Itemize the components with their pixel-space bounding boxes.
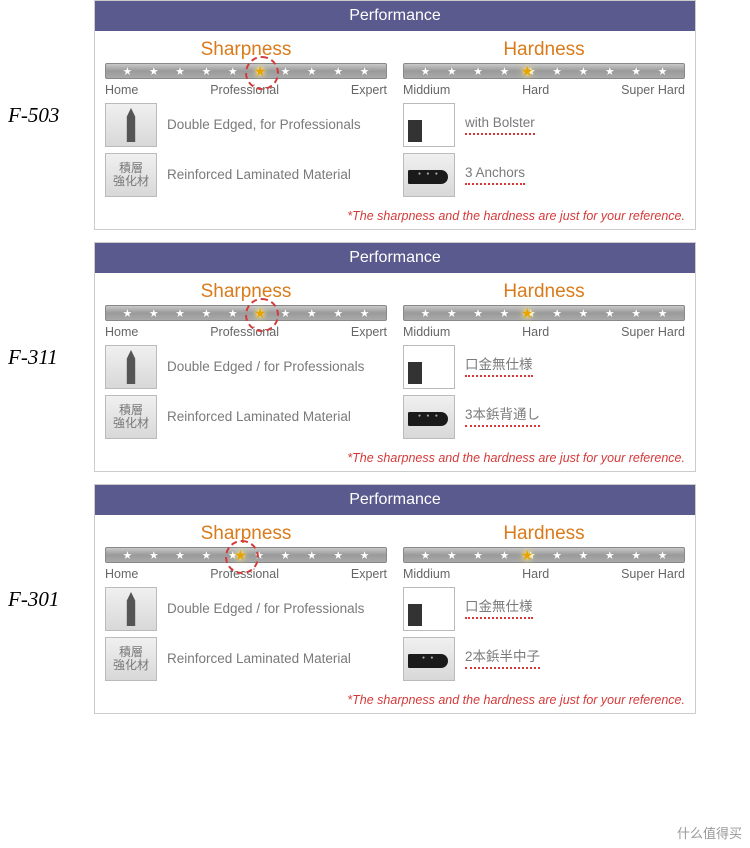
scale-labels: Middium Hard Super Hard (403, 567, 685, 581)
performance-card: Performance Sharpness ★★★★★★★★★★ ★ HomeP… (94, 484, 696, 714)
hardness-column: Hardness ★★★★★★★★★★ ★ Middium Hard Super H… (403, 281, 685, 445)
performance-card: Performance Sharpness ★★★★★★★★★★ ★ HomeP… (94, 242, 696, 472)
thumb-text: 積層強化材 (105, 395, 157, 439)
rating-bar: ★★★★★★★★★★ ★ (403, 547, 685, 563)
rating-marker: ★ (247, 300, 273, 326)
rating-bar: ★★★★★★★★★★ ★ (105, 547, 387, 563)
scale-label: Middium (403, 83, 450, 97)
footnote: *The sharpness and the hardness are just… (95, 691, 695, 713)
info-row: 2本鋲半中子 (403, 637, 685, 681)
sharpness-column: Sharpness ★★★★★★★★★★ ★ HomeProfessionalE… (105, 281, 387, 445)
info-desc: 口金無仕様 (465, 357, 533, 377)
scale-label: Expert (351, 83, 387, 97)
scale-label: Hard (522, 325, 549, 339)
info-desc: Reinforced Laminated Material (167, 167, 351, 184)
product-row: F-301 Performance Sharpness ★★★★★★★★★★ ★… (0, 484, 750, 714)
info-row: Double Edged, for Professionals (105, 103, 387, 147)
info-row: 3本鋲背通し (403, 395, 685, 439)
scale-label: Home (105, 567, 138, 581)
scale-label: Middium (403, 567, 450, 581)
scale-label: Hard (522, 567, 549, 581)
info-row: Double Edged / for Professionals (105, 345, 387, 389)
card-header: Performance (95, 485, 695, 515)
rating-bar: ★★★★★★★★★★ ★ (105, 63, 387, 79)
scale-label: Hard (522, 83, 549, 97)
rating-bar: ★★★★★★★★★★ ★ (105, 305, 387, 321)
scale-label: Home (105, 83, 138, 97)
hardness-title: Hardness (403, 39, 685, 61)
info-row: 積層強化材 Reinforced Laminated Material (105, 153, 387, 197)
info-desc: Double Edged / for Professionals (167, 601, 364, 618)
sharpness-title: Sharpness (105, 39, 387, 61)
info-desc: 口金無仕様 (465, 599, 533, 619)
thumb-blade (105, 345, 157, 389)
info-desc: Reinforced Laminated Material (167, 651, 351, 668)
rating-marker: ★ (514, 542, 540, 568)
thumb-handle2 (403, 637, 455, 681)
info-desc: Double Edged / for Professionals (167, 359, 364, 376)
info-row: 口金無仕様 (403, 345, 685, 389)
model-label: F-503 (0, 103, 94, 128)
info-row: 口金無仕様 (403, 587, 685, 631)
info-desc: Double Edged, for Professionals (167, 117, 361, 134)
rating-marker: ★ (227, 542, 253, 568)
model-label: F-301 (0, 587, 94, 612)
info-desc: 3 Anchors (465, 165, 525, 185)
info-desc: Reinforced Laminated Material (167, 409, 351, 426)
sharpness-column: Sharpness ★★★★★★★★★★ ★ HomeProfessionalE… (105, 39, 387, 203)
rating-marker: ★ (514, 300, 540, 326)
rating-bar: ★★★★★★★★★★ ★ (403, 305, 685, 321)
scale-label: Middium (403, 325, 450, 339)
scale-label: Super Hard (621, 325, 685, 339)
model-label: F-311 (0, 345, 94, 370)
product-row: F-503 Performance Sharpness ★★★★★★★★★★ ★… (0, 0, 750, 230)
hardness-title: Hardness (403, 281, 685, 303)
sharpness-title: Sharpness (105, 281, 387, 303)
rating-marker: ★ (514, 58, 540, 84)
thumb-blade (105, 103, 157, 147)
info-row: 3 Anchors (403, 153, 685, 197)
hardness-column: Hardness ★★★★★★★★★★ ★ Middium Hard Super H… (403, 523, 685, 687)
scale-label: Expert (351, 567, 387, 581)
scale-labels: Middium Hard Super Hard (403, 325, 685, 339)
footnote: *The sharpness and the hardness are just… (95, 207, 695, 229)
thumb-text: 積層強化材 (105, 637, 157, 681)
info-row: 積層強化材 Reinforced Laminated Material (105, 637, 387, 681)
rating-bar: ★★★★★★★★★★ ★ (403, 63, 685, 79)
thumb-blade (105, 587, 157, 631)
footnote: *The sharpness and the hardness are just… (95, 449, 695, 471)
thumb-bolster-w (403, 587, 455, 631)
scale-label: Super Hard (621, 83, 685, 97)
thumb-text: 積層強化材 (105, 153, 157, 197)
thumb-handle (403, 153, 455, 197)
info-desc: 2本鋲半中子 (465, 649, 540, 669)
thumb-handle (403, 395, 455, 439)
hardness-title: Hardness (403, 523, 685, 545)
scale-label: Expert (351, 325, 387, 339)
scale-label: Super Hard (621, 567, 685, 581)
scale-label: Home (105, 325, 138, 339)
info-row: with Bolster (403, 103, 685, 147)
card-header: Performance (95, 243, 695, 273)
info-row: Double Edged / for Professionals (105, 587, 387, 631)
scale-labels: Middium Hard Super Hard (403, 83, 685, 97)
sharpness-column: Sharpness ★★★★★★★★★★ ★ HomeProfessionalE… (105, 523, 387, 687)
rating-marker: ★ (247, 58, 273, 84)
scale-labels: HomeProfessionalExpert (105, 83, 387, 97)
thumb-bolster-w (403, 103, 455, 147)
info-row: 積層強化材 Reinforced Laminated Material (105, 395, 387, 439)
info-desc: with Bolster (465, 115, 535, 135)
hardness-column: Hardness ★★★★★★★★★★ ★ Middium Hard Super H… (403, 39, 685, 203)
info-desc: 3本鋲背通し (465, 407, 540, 427)
product-row: F-311 Performance Sharpness ★★★★★★★★★★ ★… (0, 242, 750, 472)
performance-card: Performance Sharpness ★★★★★★★★★★ ★ HomeP… (94, 0, 696, 230)
card-header: Performance (95, 1, 695, 31)
thumb-bolster-w (403, 345, 455, 389)
watermark: 什么值得买 (677, 823, 742, 842)
scale-labels: HomeProfessionalExpert (105, 325, 387, 339)
